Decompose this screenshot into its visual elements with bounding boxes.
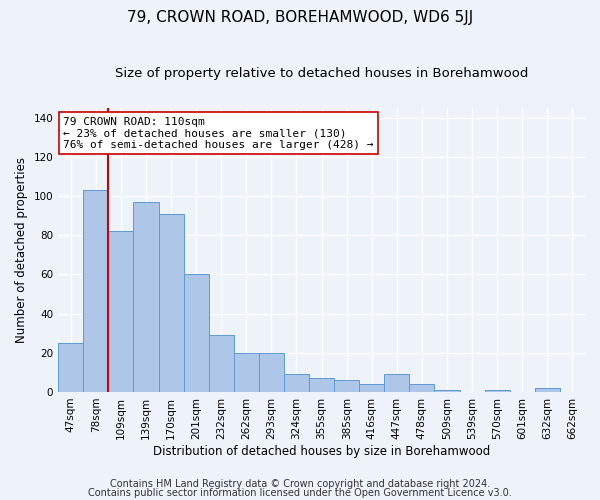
- Text: Contains HM Land Registry data © Crown copyright and database right 2024.: Contains HM Land Registry data © Crown c…: [110, 479, 490, 489]
- Bar: [259, 353, 284, 392]
- Bar: [209, 335, 234, 392]
- X-axis label: Distribution of detached houses by size in Borehamwood: Distribution of detached houses by size …: [153, 444, 490, 458]
- Bar: [359, 384, 385, 392]
- Bar: [334, 380, 359, 392]
- Bar: [485, 390, 510, 392]
- Bar: [309, 378, 334, 392]
- Bar: [83, 190, 109, 392]
- Bar: [234, 353, 259, 392]
- Bar: [284, 374, 309, 392]
- Bar: [58, 343, 83, 392]
- Bar: [409, 384, 434, 392]
- Y-axis label: Number of detached properties: Number of detached properties: [15, 157, 28, 343]
- Title: Size of property relative to detached houses in Borehamwood: Size of property relative to detached ho…: [115, 68, 528, 80]
- Bar: [158, 214, 184, 392]
- Text: 79 CROWN ROAD: 110sqm
← 23% of detached houses are smaller (130)
76% of semi-det: 79 CROWN ROAD: 110sqm ← 23% of detached …: [64, 116, 374, 150]
- Bar: [109, 232, 133, 392]
- Bar: [535, 388, 560, 392]
- Bar: [434, 390, 460, 392]
- Text: Contains public sector information licensed under the Open Government Licence v3: Contains public sector information licen…: [88, 488, 512, 498]
- Bar: [184, 274, 209, 392]
- Bar: [385, 374, 409, 392]
- Text: 79, CROWN ROAD, BOREHAMWOOD, WD6 5JJ: 79, CROWN ROAD, BOREHAMWOOD, WD6 5JJ: [127, 10, 473, 25]
- Bar: [133, 202, 158, 392]
